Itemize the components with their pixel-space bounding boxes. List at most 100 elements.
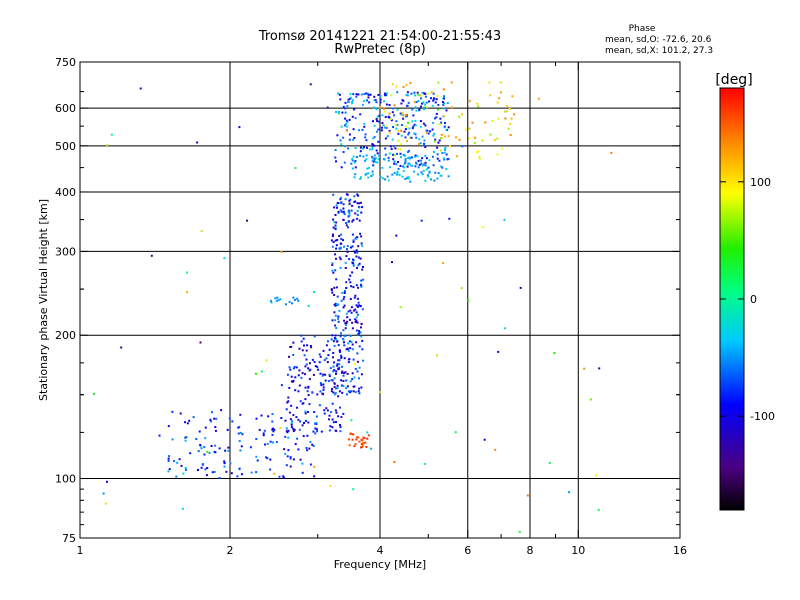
data-point: [393, 114, 396, 117]
data-point: [428, 170, 431, 173]
data-point: [372, 120, 374, 123]
data-point: [332, 365, 335, 368]
data-point: [358, 387, 361, 390]
data-point: [231, 420, 234, 423]
data-point: [336, 206, 338, 209]
data-point: [355, 319, 358, 322]
data-point: [345, 387, 348, 389]
data-point: [361, 128, 364, 131]
data-point: [478, 155, 481, 158]
data-point: [331, 245, 334, 248]
data-point: [315, 428, 318, 431]
data-point: [92, 392, 95, 395]
data-point: [447, 158, 450, 160]
data-point: [409, 82, 412, 84]
data-point: [198, 430, 201, 433]
data-point: [488, 81, 491, 84]
data-point: [302, 402, 305, 405]
data-point: [330, 289, 333, 292]
data-point: [400, 143, 402, 146]
data-point: [366, 146, 368, 149]
data-point: [307, 367, 310, 370]
data-point: [436, 153, 439, 156]
data-point: [363, 437, 366, 440]
data-point: [333, 345, 336, 347]
data-point: [425, 101, 428, 104]
data-point: [360, 322, 363, 325]
data-point: [477, 105, 480, 108]
data-point: [381, 122, 384, 124]
data-point: [396, 161, 399, 163]
data-point: [356, 193, 359, 196]
data-point: [271, 420, 274, 423]
data-point: [349, 432, 352, 435]
data-point: [373, 106, 375, 109]
data-point: [358, 377, 360, 380]
data-point: [311, 391, 314, 394]
data-point: [300, 376, 303, 379]
data-point: [290, 426, 293, 429]
data-point: [283, 448, 286, 451]
data-point: [340, 196, 342, 199]
data-point: [361, 308, 364, 311]
data-point: [335, 278, 338, 281]
data-point: [438, 123, 441, 126]
data-point: [392, 153, 395, 156]
data-point: [358, 129, 360, 132]
data-point: [342, 151, 345, 153]
data-point: [397, 129, 400, 132]
data-point: [433, 151, 435, 153]
data-point: [400, 124, 403, 127]
data-point: [376, 115, 379, 118]
data-point: [304, 373, 306, 376]
data-point: [366, 431, 369, 434]
data-point: [504, 117, 507, 120]
data-point: [350, 311, 353, 314]
data-point: [199, 341, 202, 344]
data-point: [440, 121, 443, 124]
data-point: [383, 92, 386, 95]
data-point: [494, 448, 497, 451]
data-point: [427, 166, 430, 169]
data-point: [255, 455, 258, 458]
data-point: [290, 422, 293, 425]
data-point: [425, 168, 428, 171]
data-point: [313, 465, 316, 468]
data-point: [330, 288, 333, 291]
data-point: [355, 284, 358, 287]
data-point: [255, 417, 258, 420]
data-point: [331, 235, 334, 238]
data-point: [313, 411, 316, 413]
data-point: [361, 268, 364, 271]
data-point: [358, 206, 361, 209]
data-point: [344, 267, 347, 269]
data-point: [496, 101, 499, 104]
data-point: [337, 359, 340, 362]
data-point: [374, 161, 377, 164]
data-point: [181, 507, 184, 510]
data-point: [347, 101, 350, 103]
data-point: [460, 287, 463, 290]
data-point: [406, 140, 408, 142]
data-point: [358, 392, 361, 395]
data-point: [309, 463, 312, 466]
data-point: [338, 366, 341, 369]
data-point: [388, 112, 391, 115]
data-point: [348, 258, 351, 261]
data-point: [179, 412, 182, 415]
data-point: [213, 417, 216, 420]
data-point: [432, 134, 435, 137]
data-point: [292, 427, 295, 430]
data-point: [350, 306, 353, 309]
data-point: [339, 335, 342, 338]
data-point: [342, 338, 345, 341]
data-point: [339, 406, 341, 409]
data-point: [338, 363, 341, 366]
data-point: [358, 345, 361, 348]
data-point: [360, 285, 363, 288]
data-point: [377, 128, 380, 131]
data-point: [334, 156, 337, 159]
data-point: [356, 156, 359, 158]
data-point: [436, 157, 439, 160]
data-point: [367, 96, 370, 99]
